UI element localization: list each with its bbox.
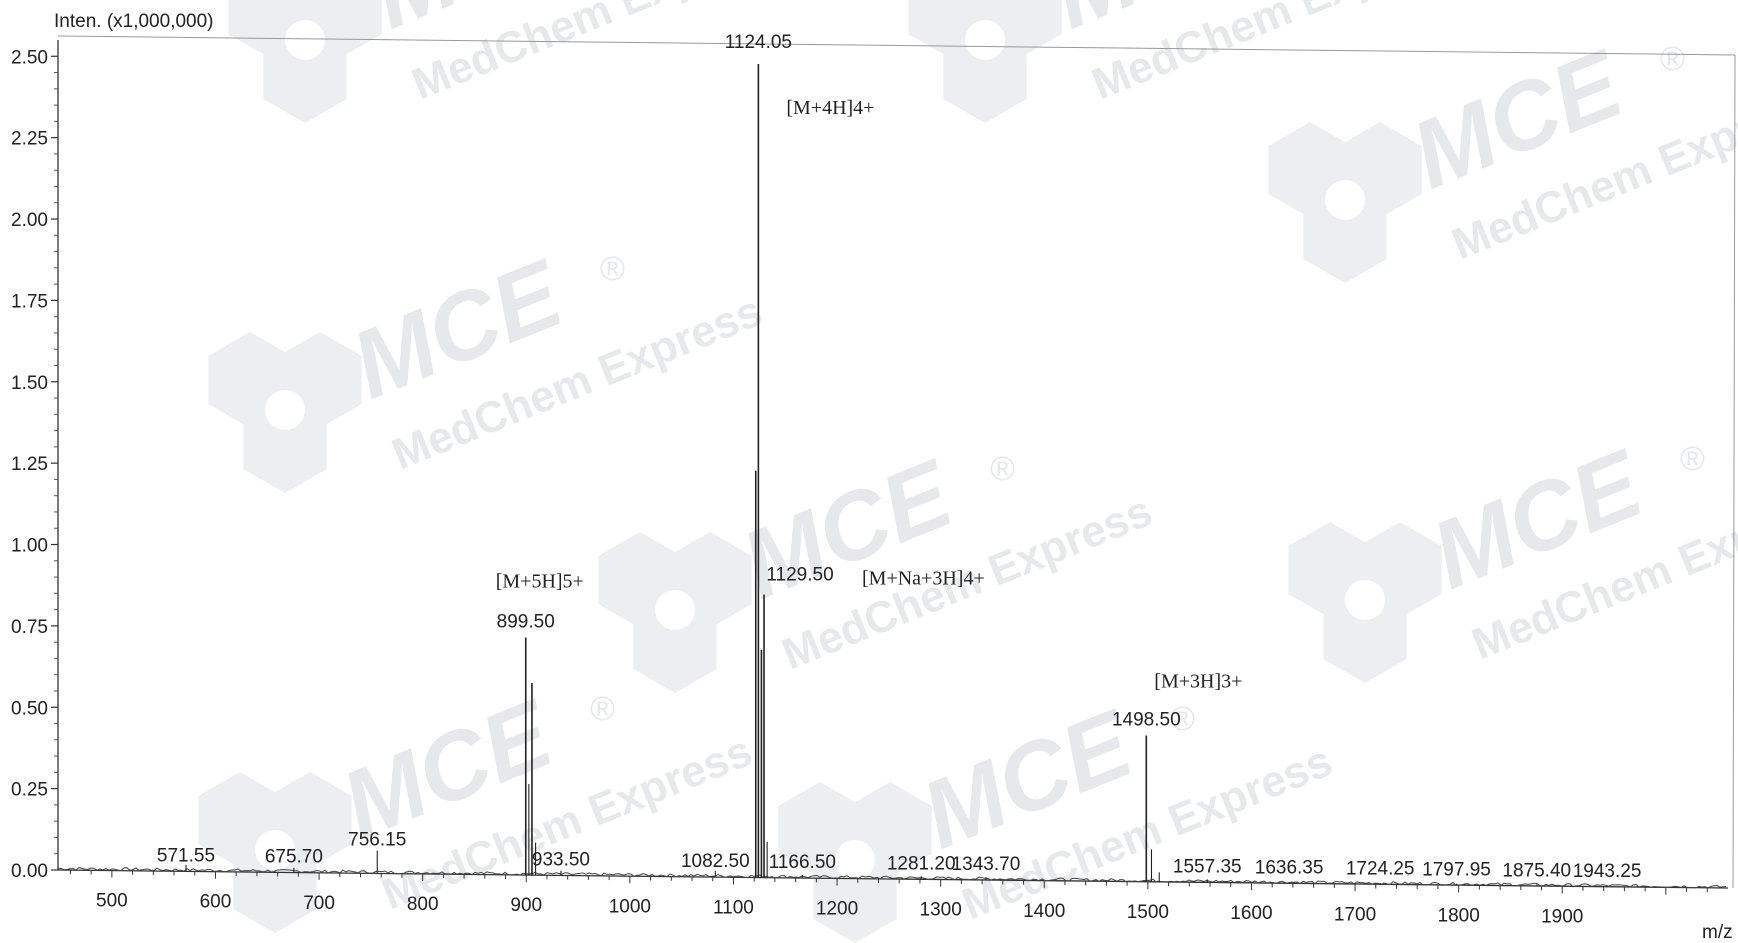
y-tick-label: 1.00 xyxy=(11,536,48,557)
x-tick-label: 800 xyxy=(407,894,439,915)
y-tick-label: 0.50 xyxy=(11,698,48,719)
y-tick-label: 2.00 xyxy=(11,210,48,231)
y-axis-title: Inten. (x1,000,000) xyxy=(54,11,214,32)
peak-label: 1636.35 xyxy=(1255,858,1324,879)
peak-label: 1129.50 xyxy=(766,565,833,586)
peak-label: 933.50 xyxy=(532,850,590,871)
watermark-mark: ® xyxy=(1170,700,1195,738)
x-tick-label: 1800 xyxy=(1438,905,1480,926)
ion-annotation: [M+5H]5+ xyxy=(496,571,584,593)
y-tick-label: 2.50 xyxy=(11,47,48,68)
ion-annotation: [M+4H]4+ xyxy=(786,97,874,119)
x-tick-label: 1300 xyxy=(920,900,962,921)
watermark-mark: ® xyxy=(1660,40,1685,78)
y-ticks: 0.00 0.25 0.50 0.75 1.00 1.25 1.50 1.75 2.00 2.25… xyxy=(11,47,58,882)
peak-label: 571.55 xyxy=(157,845,215,866)
annotations: [M+4H]4+ [M+Na+3H]4+ [M+5H]5+ [M+3H]3+ xyxy=(496,97,1243,693)
baseline-noise xyxy=(57,867,1727,889)
y-tick-label: 1.50 xyxy=(11,373,48,394)
baseline-trace xyxy=(57,867,1727,889)
x-tick-label: 1900 xyxy=(1541,907,1583,928)
x-tick-label: 700 xyxy=(303,893,335,914)
peak-labels: 571.55 675.70 756.15 899.50 933.50 1082.50 112… xyxy=(157,32,1641,882)
peak-label: 899.50 xyxy=(497,612,555,633)
ion-annotation: [M+3H]3+ xyxy=(1154,671,1242,693)
y-tick-label: 0.25 xyxy=(11,780,48,801)
y-tick-label: 2.25 xyxy=(11,129,48,150)
peak-label: 1343.70 xyxy=(952,854,1021,875)
watermark-mark: ® xyxy=(1680,440,1705,478)
y-tick-label: 1.25 xyxy=(11,454,48,475)
peak-label: 1166.50 xyxy=(769,852,836,873)
y-tick-label: 0.75 xyxy=(11,617,48,638)
peak-label: 1797.95 xyxy=(1422,859,1491,880)
x-tick-label: 1100 xyxy=(713,897,754,918)
peak-label: 1498.50 xyxy=(1112,710,1181,731)
peak-label: 1875.40 xyxy=(1502,860,1571,881)
x-tick-label: 1500 xyxy=(1127,902,1169,923)
y-tick-label: 1.75 xyxy=(11,291,48,312)
watermark-mark: ® xyxy=(590,690,615,728)
peak-label: 1724.25 xyxy=(1346,859,1415,880)
peak-label: 756.15 xyxy=(348,830,406,851)
watermark-mark: ® xyxy=(600,250,625,288)
x-axis-title: m/z xyxy=(1702,922,1733,943)
x-ticks: 500 600 700 800 900 1000 1100 1200 1300 1400 1500 1… xyxy=(69,870,1708,928)
x-tick-label: 1700 xyxy=(1334,904,1376,925)
x-axis-line xyxy=(57,869,1729,889)
x-tick-label: 1000 xyxy=(609,896,651,917)
x-tick-label: 600 xyxy=(200,892,232,913)
axes xyxy=(57,35,1736,889)
x-tick-label: 1200 xyxy=(816,899,858,920)
x-tick-label: 1400 xyxy=(1023,901,1065,922)
peak-label: 1557.35 xyxy=(1173,857,1242,878)
top-frame-line xyxy=(57,35,1736,56)
y-tick-label: 0.00 xyxy=(11,861,48,882)
peak-label: 1082.50 xyxy=(681,851,750,872)
x-tick-label: 1600 xyxy=(1230,903,1272,924)
x-tick-label: 900 xyxy=(510,895,542,916)
peaks xyxy=(185,63,1608,888)
peak-label: 1124.05 xyxy=(725,32,792,53)
peak-label: 675.70 xyxy=(265,847,323,868)
ion-annotation: [M+Na+3H]4+ xyxy=(862,568,985,590)
x-tick-label: 500 xyxy=(96,891,128,912)
watermark-mark: ® xyxy=(990,450,1015,488)
right-frame-line xyxy=(1732,54,1736,889)
peak-label: 1943.25 xyxy=(1573,861,1642,882)
peak-label: 1281.20 xyxy=(887,853,956,874)
